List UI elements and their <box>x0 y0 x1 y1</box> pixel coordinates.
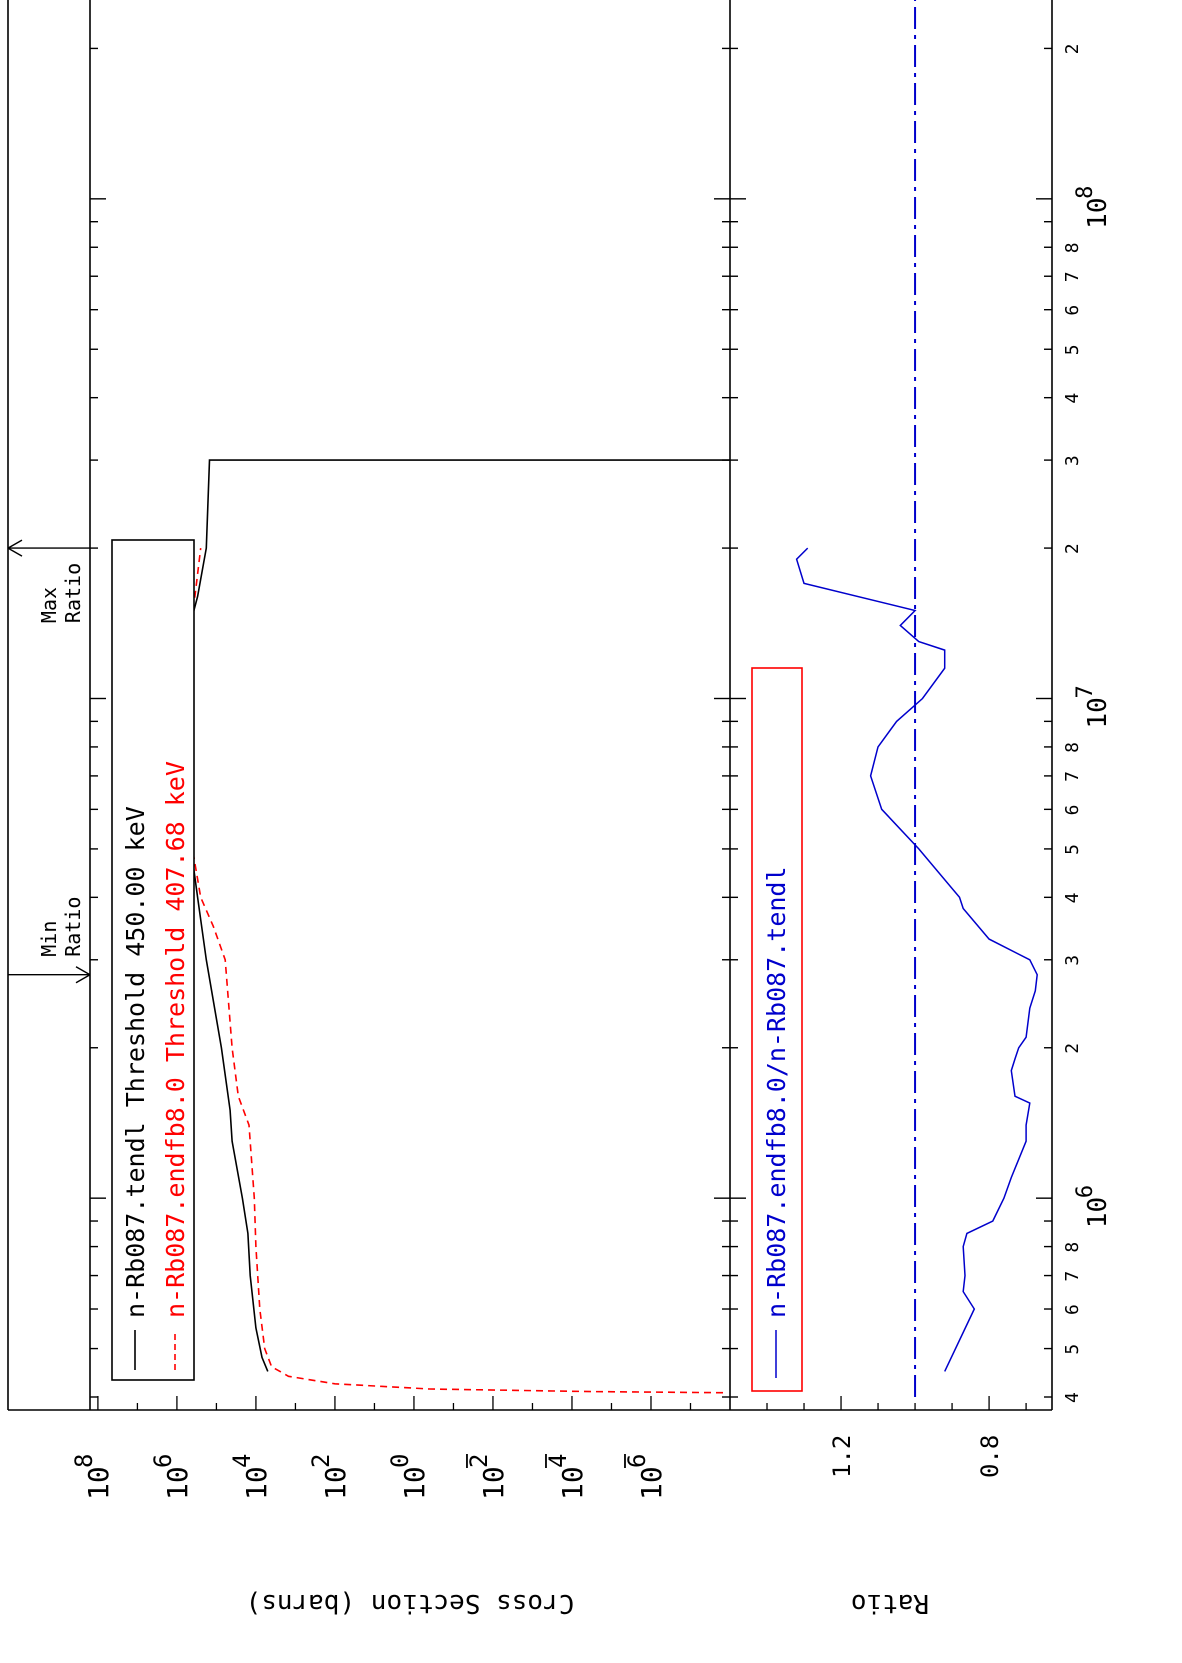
legends: n-Rb087.tendl Threshold 450.00 keV n-Rb08… <box>111 539 803 1392</box>
y-tick-label: 104 <box>228 1454 273 1500</box>
x-tick-label: 3 <box>1062 955 1083 966</box>
y-tick-exp: 2 <box>465 1454 493 1468</box>
x-tick-label: 7 <box>1062 1271 1083 1282</box>
ratio-curve <box>795 547 1038 1372</box>
x-tick-label: 6 <box>1062 1304 1083 1315</box>
legend-entry-label: n-Rb087.endfb8.0/n-Rb087.tendl <box>762 866 791 1318</box>
y-tick-exp: 6 <box>149 1454 177 1468</box>
y-tick-label: 108 <box>70 1454 115 1500</box>
y-tick-exp: 8 <box>70 1454 98 1468</box>
y-tick-base: 10 <box>161 1466 194 1500</box>
x-tick-label: 5 <box>1062 1344 1083 1355</box>
legend-box-top <box>111 539 195 1381</box>
x-tick-label: 6 <box>1062 305 1083 316</box>
y-tick-base: 10 <box>240 1466 273 1500</box>
y-tick-label: 104 <box>544 1454 589 1500</box>
ratio-marker-label: Max <box>37 587 61 623</box>
x-tick-label: 6 <box>1062 805 1083 816</box>
y-tick-label: 102 <box>307 1454 352 1500</box>
y-tick-base: 10 <box>635 1466 668 1500</box>
x-tick-label: 4 <box>1062 393 1083 404</box>
x-major-tick-label: 107 <box>1073 685 1113 728</box>
x-major-tick-exp: 6 <box>1073 1185 1098 1198</box>
x-tick-label: 8 <box>1062 242 1083 253</box>
y-tick-exp: 2 <box>307 1454 335 1468</box>
legend-entry-label: n-Rb087.tendl Threshold 450.00 keV <box>121 806 150 1318</box>
y-tick-exp: 4 <box>228 1454 256 1468</box>
y-tick-base: 10 <box>82 1466 115 1500</box>
x-tick-label: 8 <box>1062 742 1083 753</box>
plot-frames <box>7 0 1053 1411</box>
data-curves <box>176 0 1038 1397</box>
axis-tick-labels: 4567823456782345678210610710810810610410… <box>70 44 1113 1500</box>
ratio-marker-label: Min <box>37 921 61 957</box>
y-tick-base: 10 <box>556 1466 589 1500</box>
ratio-marker-label: Ratio <box>61 897 85 957</box>
y-tick-base: 10 <box>477 1466 510 1500</box>
x-major-tick-base: 10 <box>1083 697 1113 728</box>
x-major-tick-label: 106 <box>1073 1185 1113 1228</box>
x-tick-label: 5 <box>1062 344 1083 355</box>
legend-entry-label: n-Rb087.endfb8.0 Threshold 407.68 keV <box>161 761 190 1318</box>
ratio-tick-label: 0.8 <box>976 1435 1004 1478</box>
endfb-curve <box>176 548 724 1394</box>
axis-ticks <box>90 47 1052 1410</box>
x-tick-label: 7 <box>1062 771 1083 782</box>
ratio-tick-label: 1.2 <box>828 1435 856 1478</box>
ratio-marker-arrow <box>7 539 23 557</box>
x-major-tick-base: 10 <box>1083 198 1113 229</box>
y-tick-base: 10 <box>319 1466 352 1500</box>
ratio-marker-arrow <box>75 966 91 984</box>
legend-box-bottom <box>751 667 803 1392</box>
ratio-marker-label: Ratio <box>61 563 85 623</box>
cross-section-axis-label: Cross Section (barns) <box>246 1588 575 1618</box>
x-tick-label: 3 <box>1062 455 1083 466</box>
y-tick-exp: 4 <box>544 1454 572 1468</box>
x-major-tick-exp: 8 <box>1073 186 1098 199</box>
x-tick-label: 2 <box>1062 543 1083 554</box>
ratio-axis-label: Ratio <box>851 1588 929 1618</box>
x-tick-label: 5 <box>1062 844 1083 855</box>
y-tick-exp: 6 <box>623 1454 651 1468</box>
tendl-curve <box>176 459 730 1372</box>
x-tick-label: 7 <box>1062 271 1083 282</box>
x-tick-label: 4 <box>1062 892 1083 903</box>
x-tick-label: 4 <box>1062 1392 1083 1403</box>
x-tick-label: 2 <box>1062 1043 1083 1054</box>
y-tick-exp: 0 <box>386 1454 414 1468</box>
y-tick-label: 106 <box>623 1454 668 1500</box>
x-major-tick-label: 108 <box>1073 186 1113 229</box>
x-tick-label: 8 <box>1062 1242 1083 1253</box>
x-major-tick-exp: 7 <box>1073 685 1098 698</box>
x-major-tick-base: 10 <box>1083 1197 1113 1228</box>
y-tick-label: 102 <box>465 1454 510 1500</box>
y-tick-label: 106 <box>149 1454 194 1500</box>
y-tick-base: 10 <box>398 1466 431 1500</box>
x-tick-label: 2 <box>1062 44 1083 55</box>
y-tick-label: 100 <box>386 1454 431 1500</box>
